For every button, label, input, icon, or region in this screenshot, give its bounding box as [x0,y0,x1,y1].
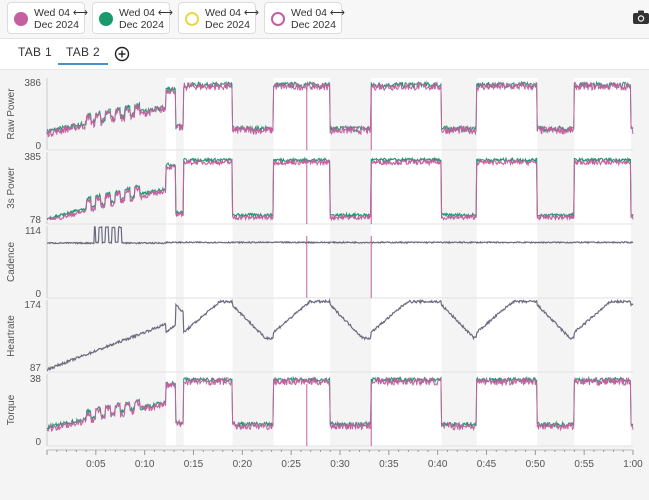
x-tick-label: 0:40 [428,459,448,470]
date-chip-label: Wed 04 ⟷ Dec 2024 [205,7,259,31]
date-chip-label: Wed 04 ⟷ Dec 2024 [119,7,173,31]
y-tick-label: 174 [24,300,41,311]
series-color-icon [14,12,28,26]
x-tick-label: 0:05 [86,459,106,470]
x-tick-label: 0:10 [135,459,155,470]
interval-band [371,78,442,446]
multi-panel-chart: Raw Power 386 0 3s Power 385 78 Cadence 114 0 Hea… [6,78,643,470]
date-chip-label: Wed 04 ⟷ Dec 2024 [34,7,88,31]
panel-title: 3s Power [6,166,17,208]
x-tick-label: 0:15 [184,459,204,470]
x-tick-label: 0:30 [330,459,350,470]
x-tick-label: 0:35 [379,459,399,470]
y-tick-label: 386 [24,78,41,89]
tab-bar: TAB 1 TAB 2 [0,39,649,70]
3s-power-line-a [47,157,634,222]
interval-band [476,78,538,446]
panel-title: Heartrate [6,315,17,357]
x-tick-label: 0:50 [526,459,546,470]
x-tick-label: 1:00 [623,459,643,470]
plus-circle-icon[interactable] [114,46,130,62]
series-color-icon [99,12,113,26]
heartrate-line [46,298,634,371]
cadence-line [46,225,634,245]
panel-title: Cadence [6,242,17,282]
x-tick-label: 0:25 [281,459,301,470]
series-color-icon [185,12,199,26]
y-tick-label: 0 [35,141,41,152]
interval-band [574,78,632,446]
panel-title: Raw Power [6,88,17,140]
series-color-icon [271,12,285,26]
y-tick-label: 38 [30,374,42,385]
x-tick-label: 0:55 [574,459,594,470]
date-chip-label: Wed 04 ⟷ Dec 2024 [291,7,345,31]
chart-area: Raw Power 386 0 3s Power 385 78 Cadence 114 0 Hea… [0,70,649,500]
y-tick-label: 78 [30,215,42,226]
y-tick-label: 385 [24,152,41,163]
y-tick-label: 0 [35,289,41,300]
interval-band [273,78,331,446]
tab-1[interactable]: TAB 1 [18,45,52,59]
panel-title: Torque [6,394,17,425]
camera-icon[interactable] [633,10,649,24]
date-chip[interactable]: Wed 04 ⟷ Dec 2024 [7,2,88,34]
date-chip[interactable]: Wed 04 ⟷ Dec 2024 [264,2,345,34]
interval-band [183,78,233,446]
torque-line-a [46,376,634,433]
x-tick-label: 0:20 [233,459,253,470]
x-tick-label: 0:45 [477,459,497,470]
date-chip[interactable]: Wed 04 ⟷ Dec 2024 [92,2,173,34]
date-chip[interactable]: Wed 04 ⟷ Dec 2024 [178,2,259,34]
y-tick-label: 114 [25,226,41,237]
compare-toolbar: Wed 04 ⟷ Dec 2024 Wed 04 ⟷ Dec 2024 Wed 04 ⟷… [0,0,649,39]
interval-band [166,78,176,446]
y-tick-label: 87 [30,363,42,374]
tab-2[interactable]: TAB 2 [58,45,108,65]
y-tick-label: 0 [35,437,41,448]
raw-power-line-a [46,80,634,138]
